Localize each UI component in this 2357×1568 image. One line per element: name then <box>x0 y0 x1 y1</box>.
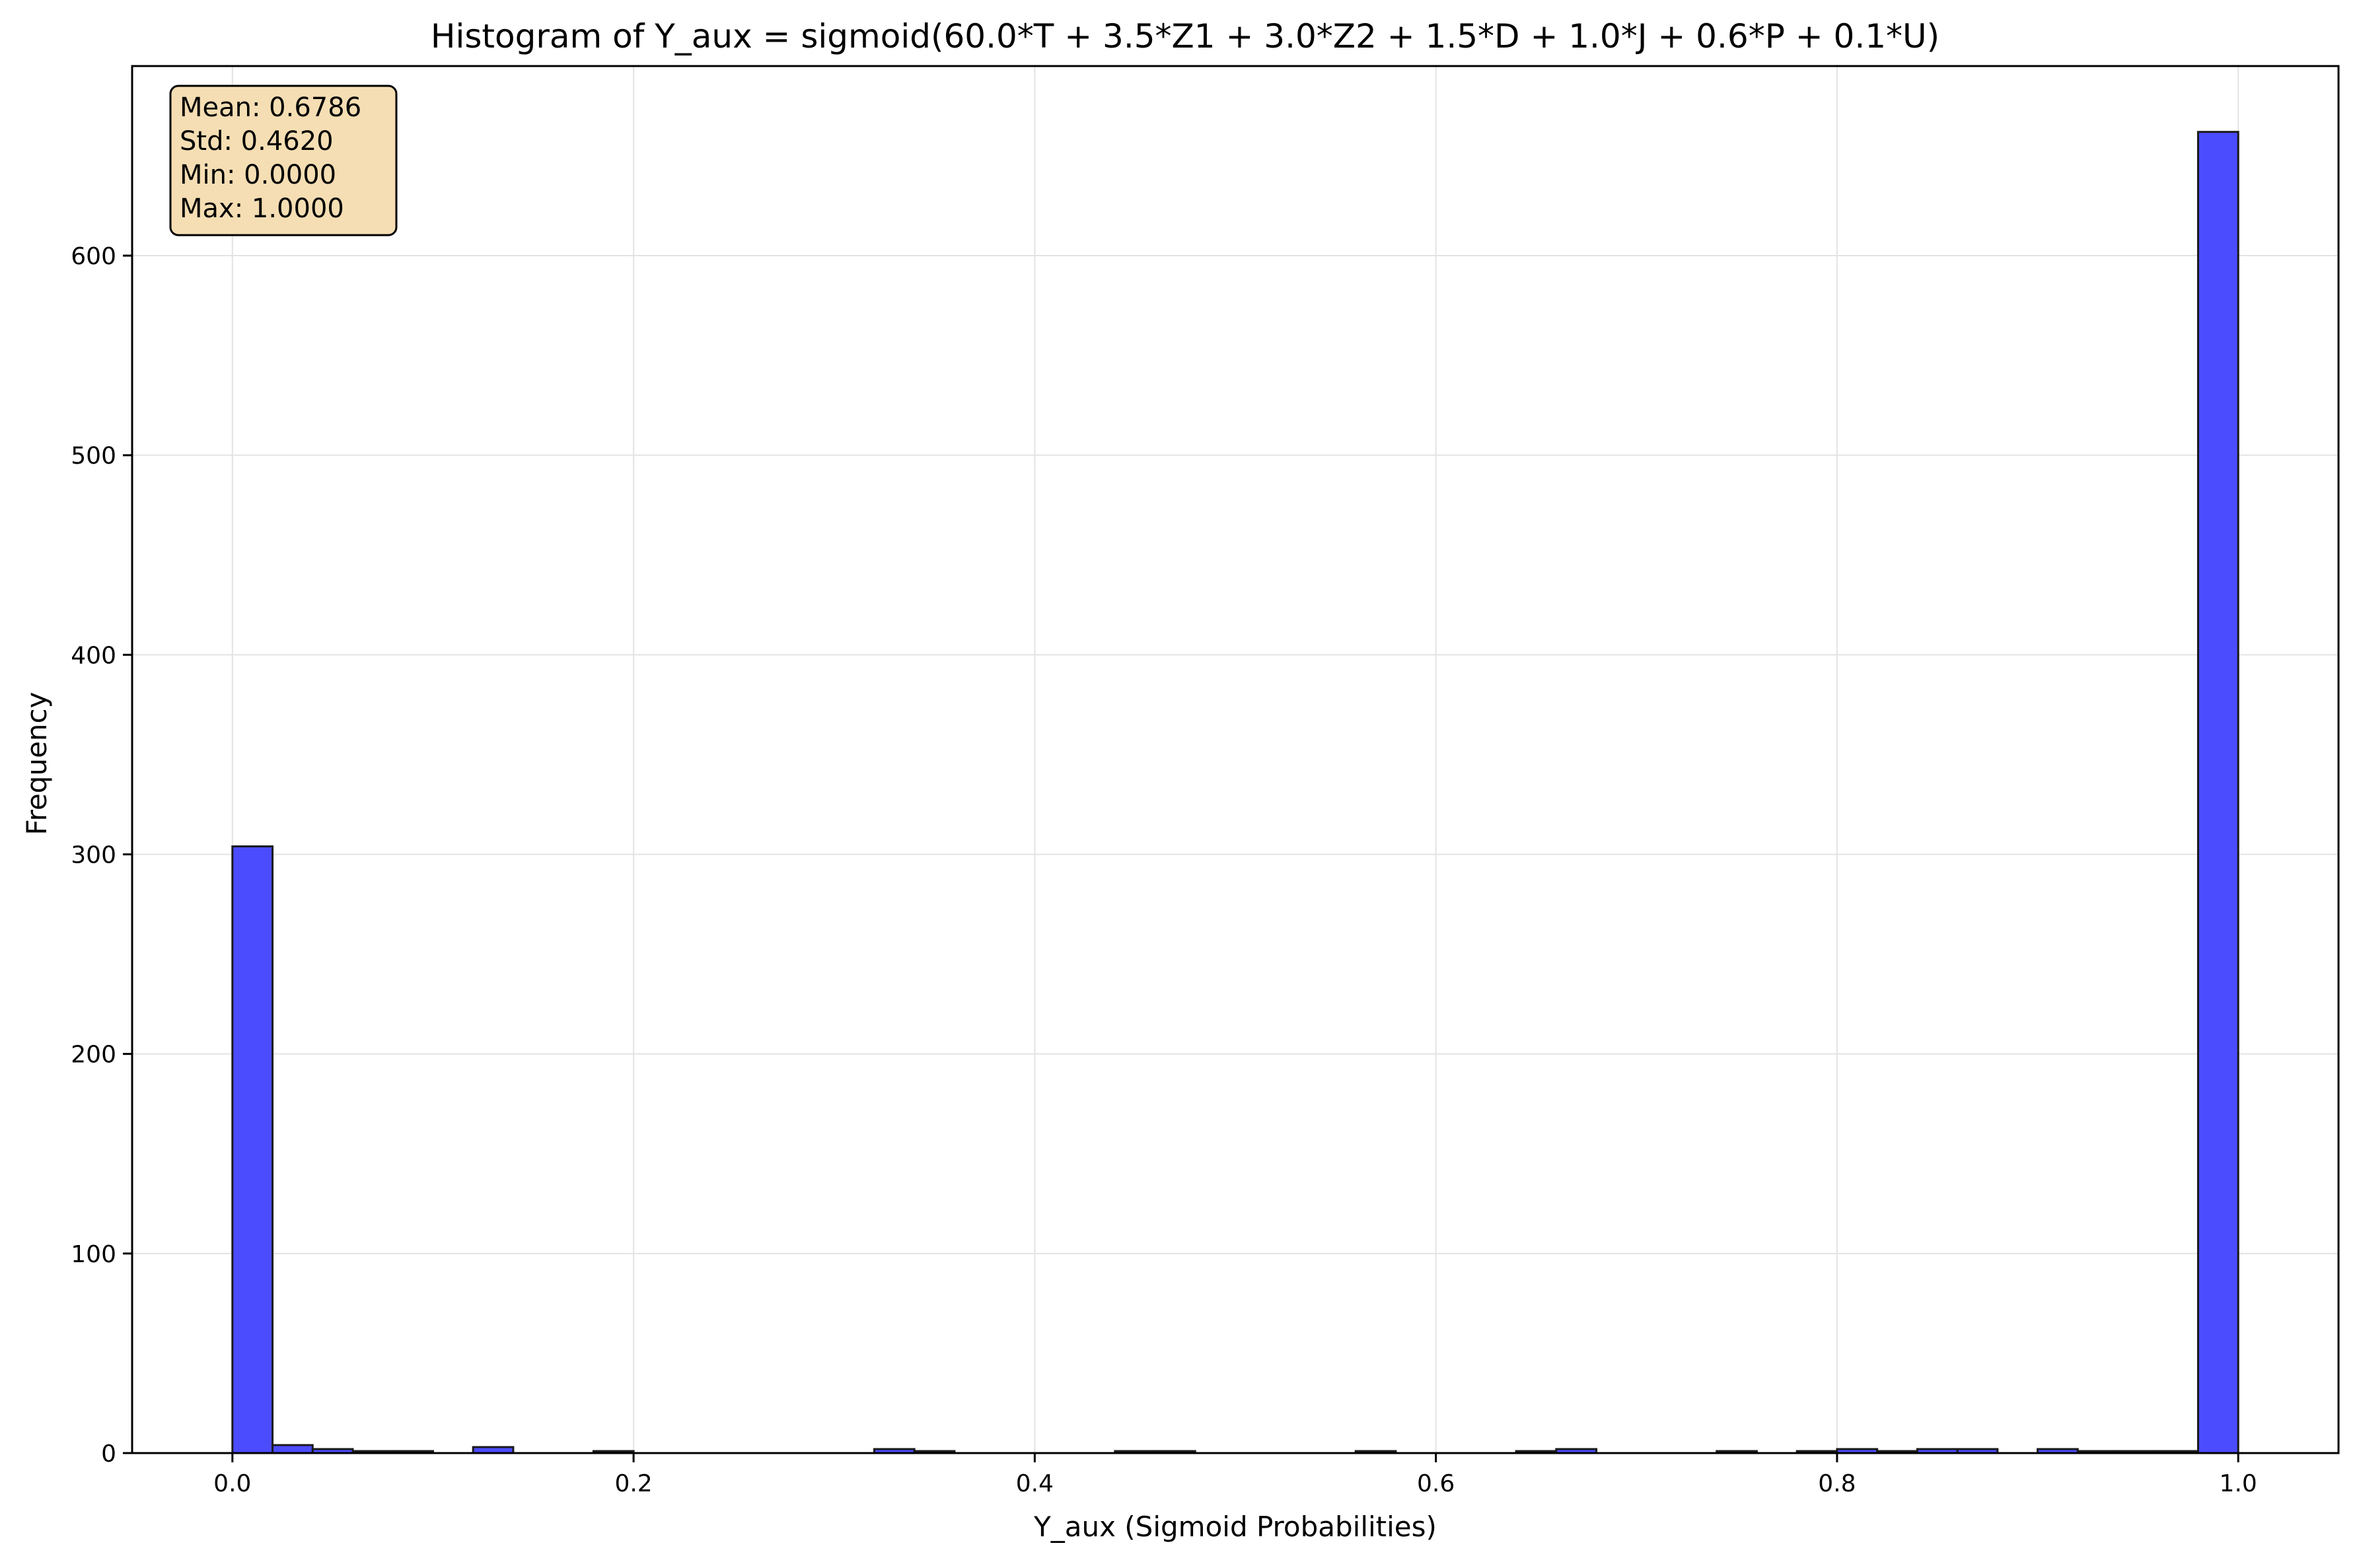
grid-layer <box>132 66 2339 1454</box>
x-tick-label-0: 0.0 <box>213 1470 251 1497</box>
stats-std: Std: 0.4620 <box>180 126 334 157</box>
stats-max: Max: 1.0000 <box>180 194 344 224</box>
y-tick-label-5: 500 <box>71 443 116 470</box>
x-tick-label-3: 0.6 <box>1417 1470 1455 1497</box>
x-tick-label-4: 0.8 <box>1818 1470 1856 1497</box>
x-tick-label-5: 1.0 <box>2220 1470 2257 1497</box>
axis-ticks: 0.0 0.2 0.4 0.6 0.8 1.0 0 100 200 300 400 500 600 <box>71 243 2257 1497</box>
stats-box-background <box>169 85 398 236</box>
stats-mean: Mean: 0.6786 <box>180 92 361 123</box>
histogram-bars <box>231 131 2239 1454</box>
y-tick-label-1: 100 <box>71 1241 116 1268</box>
histogram-bar-0 <box>231 845 274 1454</box>
x-axis-label: Y_aux (Sigmoid Probabilities) <box>1033 1511 1437 1543</box>
x-tick-label-2: 0.4 <box>1016 1470 1054 1497</box>
histogram-bar-49 <box>2196 131 2239 1454</box>
stats-box: Mean: 0.6786 Std: 0.4620 Min: 0.0000 Max… <box>169 85 398 236</box>
x-tick-label-1: 0.2 <box>614 1470 652 1497</box>
histogram-bar-1 <box>272 1444 314 1454</box>
y-tick-label-3: 300 <box>71 842 116 869</box>
y-tick-label-2: 200 <box>71 1042 116 1069</box>
plot-frame <box>131 65 2340 1454</box>
axes-frame <box>131 65 2340 1454</box>
chart-title: Histogram of Y_aux = sigmoid(60.0*T + 3.… <box>431 17 1940 55</box>
stats-min: Min: 0.0000 <box>180 160 336 190</box>
y-axis-label: Frequency <box>20 692 53 836</box>
y-tick-label-0: 0 <box>101 1441 116 1468</box>
y-tick-label-6: 600 <box>71 243 116 270</box>
y-tick-label-4: 400 <box>71 642 116 669</box>
